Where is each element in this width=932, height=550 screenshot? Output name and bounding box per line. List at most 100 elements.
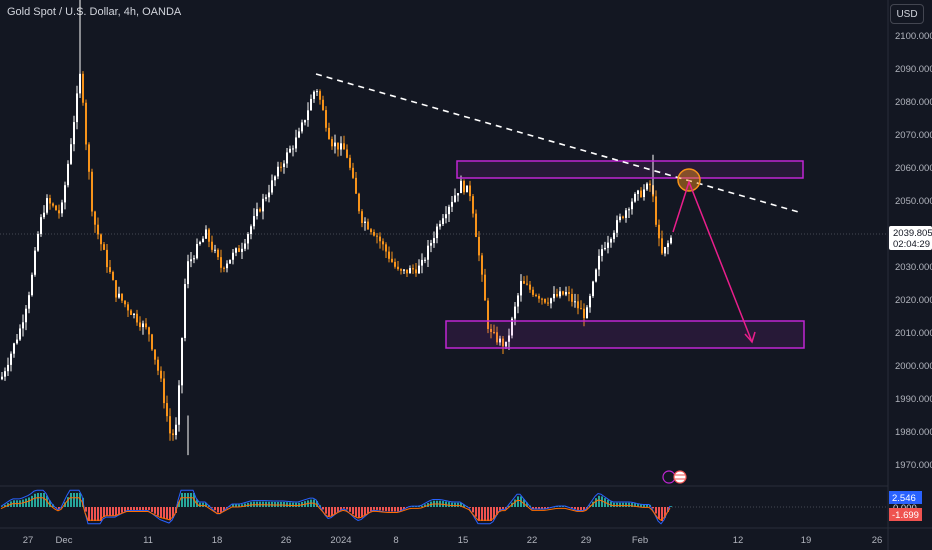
macd-histogram-bar (481, 507, 483, 521)
macd-histogram-bar (40, 493, 42, 507)
time-tick-label: 22 (527, 535, 538, 546)
macd-histogram-bar (34, 493, 36, 507)
candle-body (115, 280, 117, 298)
candle-body (607, 242, 609, 248)
candle-body (28, 295, 30, 309)
price-tick-label: 2030.000 (895, 262, 932, 273)
macd-histogram-bar (136, 507, 138, 511)
candle-body (70, 144, 72, 164)
candle-body (1, 376, 3, 380)
candle-body (79, 73, 81, 94)
macd-histogram-bar (103, 507, 105, 517)
candle-body (424, 259, 426, 261)
candle-body (514, 306, 516, 319)
macd-histogram-bar (355, 507, 357, 517)
macd-histogram-bar (328, 507, 330, 517)
candle-body (547, 302, 549, 304)
macd-histogram-bar (139, 507, 141, 511)
candle-body (229, 259, 231, 264)
candle-body (532, 289, 534, 295)
time-tick-label: Dec (56, 535, 73, 546)
candle-body (559, 291, 561, 297)
time-tick-label: 29 (581, 535, 592, 546)
macd-histogram-bar (178, 501, 180, 507)
candle-body (427, 245, 429, 260)
macd-histogram-bar (451, 502, 453, 507)
macd-histogram-bar (94, 507, 96, 521)
candle-body (586, 307, 588, 319)
macd-histogram-bar (544, 507, 546, 509)
candle-body (10, 353, 12, 365)
macd-histogram-bar (526, 502, 528, 507)
candle-body (277, 166, 279, 177)
price-tick-label: 1970.000 (895, 460, 932, 471)
macd-histogram-bar (670, 506, 672, 507)
macd-histogram-bar (235, 504, 237, 507)
macd-histogram-bar (556, 506, 558, 507)
candle-body (340, 143, 342, 150)
candle-body (550, 298, 552, 304)
candle-body (187, 261, 189, 285)
candle-body (442, 218, 444, 225)
candle-body (7, 364, 9, 372)
macd-histogram-bar (130, 507, 132, 511)
macd-histogram-bar (79, 493, 81, 507)
candle-body (436, 226, 438, 239)
candle-body (352, 167, 354, 178)
macd-histogram-bar (166, 507, 168, 520)
macd-histogram-bar (487, 507, 489, 521)
macd-histogram-bar (562, 506, 564, 507)
candle-body (88, 144, 90, 172)
macd-histogram-bar (340, 507, 342, 510)
macd-histogram-bar (397, 507, 399, 512)
macd-histogram-bar (658, 507, 660, 519)
candle-body (13, 343, 15, 354)
price-tick-label: 2100.000 (895, 31, 932, 42)
candle-body (292, 148, 294, 150)
macd-histogram-bar (484, 507, 486, 521)
macd-histogram-bar (499, 507, 501, 511)
macd-histogram-bar (325, 507, 327, 514)
macd-histogram-bar (517, 496, 519, 507)
drawings (315, 73, 805, 349)
macd-histogram-bar (445, 501, 447, 507)
macd-histogram-bar (538, 507, 540, 509)
candle-body (286, 152, 288, 164)
macd-histogram-bar (424, 504, 426, 507)
candle-body (25, 308, 27, 323)
candle-body (130, 310, 132, 315)
candle-body (421, 259, 423, 266)
candle-body (592, 281, 594, 297)
candle-body (310, 98, 312, 111)
candle-body (541, 298, 543, 300)
macd-histogram-bar (73, 493, 75, 507)
price-tick-label: 1990.000 (895, 394, 932, 405)
price-tick-label: 2080.000 (895, 97, 932, 108)
candle-body (196, 243, 198, 259)
currency-button[interactable]: USD (890, 4, 924, 24)
macd-histogram-bar (343, 507, 345, 509)
candle-body (151, 334, 153, 350)
candle-body (172, 433, 174, 436)
projection-arrow (672, 179, 753, 343)
macd-histogram-bar (361, 507, 363, 518)
candle-body (145, 323, 147, 328)
candle-body (520, 281, 522, 296)
candle-body (217, 249, 219, 258)
candle-body (40, 217, 42, 234)
candle-body (577, 301, 579, 309)
candle-body (490, 328, 492, 332)
candle-body (82, 73, 84, 103)
macd-histogram-bar (421, 505, 423, 507)
macd-histogram-bar (493, 507, 495, 520)
price-tick-label: 2010.000 (895, 328, 932, 339)
macd-histogram-bar (160, 507, 162, 518)
macd-histogram-bar (574, 507, 576, 509)
candle-body (157, 359, 159, 371)
candle-body (457, 193, 459, 196)
macd-histogram-bar (115, 507, 117, 516)
candle-body (271, 180, 273, 193)
candle-body (319, 91, 321, 100)
macd-histogram-bar (469, 507, 471, 508)
